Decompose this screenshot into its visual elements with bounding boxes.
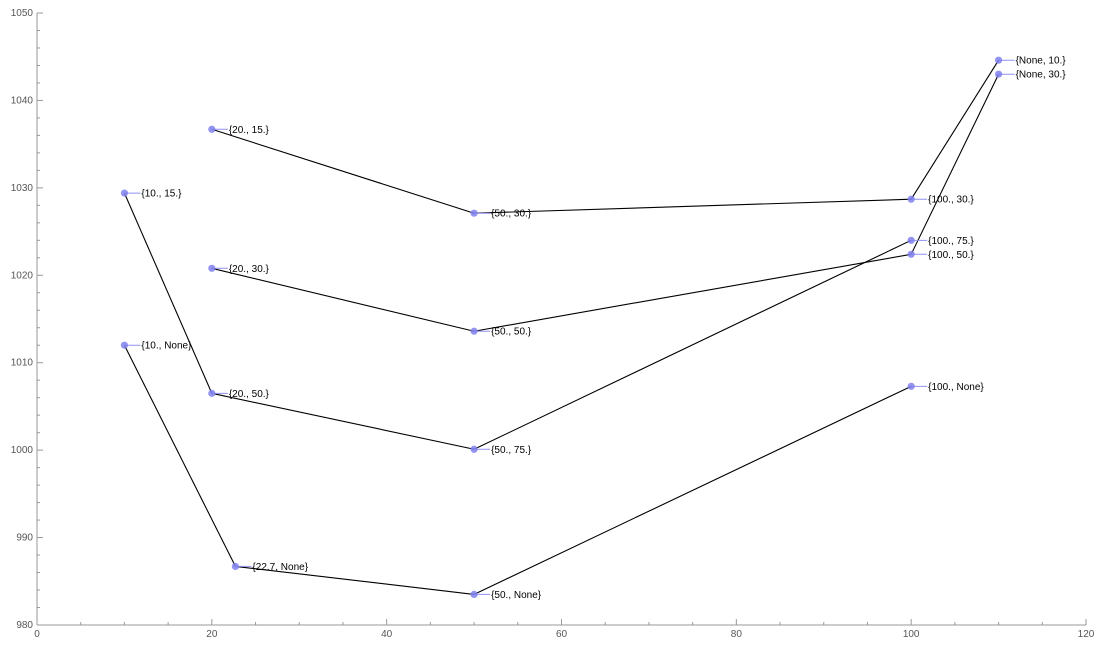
y-ticks: 980 990 1000 1010 1020 1030 1040 1050	[11, 8, 43, 631]
series-segment	[211, 128, 475, 214]
data-point: {50., 30.}	[470, 209, 532, 220]
data-point: {100., None}	[907, 382, 984, 393]
data-point: {20., 50.}	[208, 389, 270, 400]
data-point: {20., 15.}	[208, 125, 270, 136]
point-marker	[470, 590, 478, 599]
point-marker	[470, 445, 478, 453]
point-label: {None, 10.}	[1016, 56, 1067, 67]
point-label: {20., 30.}	[229, 264, 270, 275]
point-marker	[470, 209, 478, 217]
y-tick-label: 980	[16, 620, 33, 631]
data-point: {10., None}	[120, 341, 192, 352]
point-marker	[470, 327, 478, 335]
axes: 0 20 40 60 80 100 120 980 990 1000 1010 1020 1030 10…	[11, 8, 1095, 640]
point-marker	[208, 125, 216, 133]
data-point: {None, 30.}	[994, 70, 1067, 81]
point-label: {100., 75.}	[928, 236, 974, 247]
point-label: {100., None}	[928, 382, 984, 393]
data-point: {100., 75.}	[907, 236, 974, 247]
point-marker	[231, 562, 240, 571]
point-label: {20., 50.}	[229, 389, 270, 400]
data-point: {None, 10.}	[994, 56, 1067, 67]
series-lines	[123, 59, 1000, 595]
y-tick-label: 1000	[11, 445, 34, 456]
data-points: {10., 15.} {10., None} {20., 15.} {20., 30.…	[120, 56, 1067, 601]
point-marker	[907, 236, 915, 244]
point-marker	[994, 70, 1003, 78]
series-segment	[123, 344, 236, 567]
data-point: {100., 30.}	[907, 195, 974, 206]
point-label: {20., 15.}	[229, 125, 270, 136]
data-point: {22.7, None}	[231, 562, 309, 573]
series-segment	[473, 253, 912, 332]
x-tick-label: 40	[381, 629, 393, 640]
data-point: {10., 15.}	[120, 189, 182, 200]
y-tick-label: 1020	[11, 270, 34, 281]
point-label: {10., 15.}	[141, 189, 182, 200]
point-label: {50., 30.}	[491, 209, 532, 220]
point-marker	[994, 56, 1003, 64]
point-marker	[120, 341, 129, 349]
data-point: {100., 50.}	[907, 250, 974, 261]
series-segment	[910, 73, 1000, 255]
point-marker	[907, 195, 915, 203]
x-tick-label: 60	[556, 629, 568, 640]
point-label: {22.7, None}	[252, 562, 308, 573]
y-tick-label: 1030	[11, 183, 34, 194]
y-tick-label: 1050	[11, 8, 34, 19]
point-marker	[907, 250, 915, 258]
point-label: {100., 30.}	[928, 195, 974, 206]
data-point: {50., 75.}	[470, 445, 532, 456]
series-segment	[910, 59, 1000, 200]
x-tick-label: 100	[903, 629, 920, 640]
data-point: {20., 30.}	[208, 264, 270, 275]
x-tick-label: 120	[1078, 629, 1095, 640]
point-label: {50., None}	[491, 590, 542, 601]
series-segment	[473, 239, 912, 450]
point-label: {None, 30.}	[1016, 70, 1067, 81]
x-ticks: 0 20 40 60 80 100 120	[34, 619, 1095, 640]
data-point: {50., None}	[470, 590, 542, 601]
series-segment	[235, 565, 475, 595]
series-segment	[211, 392, 475, 450]
x-tick-label: 0	[34, 629, 40, 640]
point-label: {50., 50.}	[491, 327, 532, 338]
point-label: {50., 75.}	[491, 445, 532, 456]
series-segment	[474, 198, 912, 214]
series-segment	[123, 192, 213, 394]
series-segment	[473, 385, 912, 595]
point-marker	[208, 264, 216, 272]
point-label: {100., 50.}	[928, 250, 974, 261]
point-marker	[208, 389, 216, 397]
point-marker	[907, 382, 915, 390]
y-tick-label: 990	[16, 533, 33, 544]
data-point: {50., 50.}	[470, 327, 532, 338]
x-tick-label: 80	[731, 629, 743, 640]
series-segment	[211, 267, 475, 332]
y-tick-label: 1040	[11, 95, 34, 106]
y-tick-label: 1010	[11, 358, 34, 369]
point-label: {10., None}	[141, 341, 192, 352]
x-tick-label: 20	[206, 629, 218, 640]
point-marker	[120, 189, 129, 197]
